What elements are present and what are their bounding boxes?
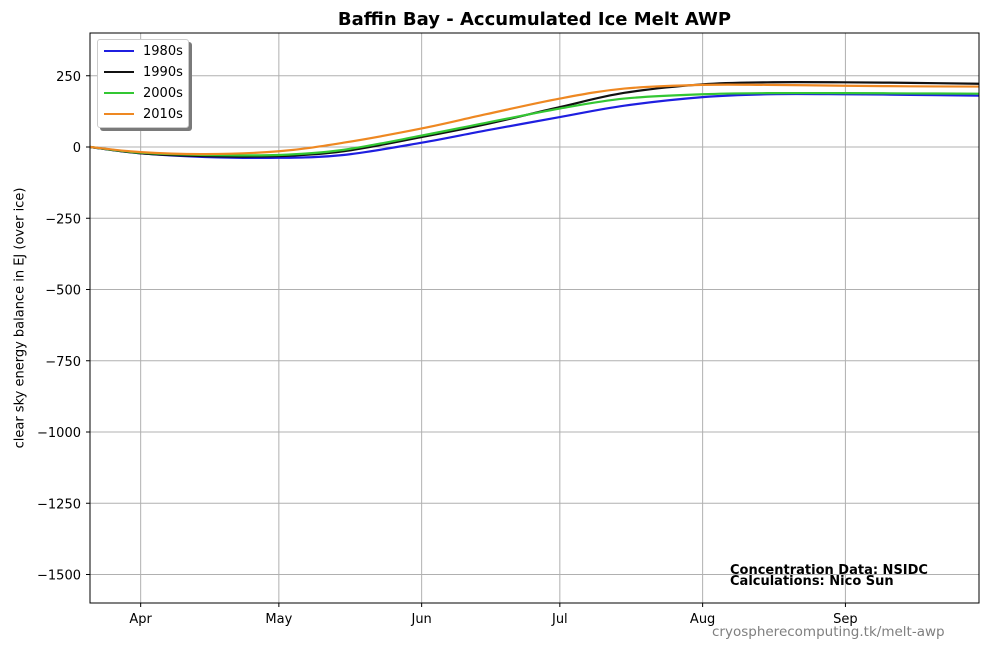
legend-item-2000s: 2000s — [104, 83, 183, 103]
series-line-2010s — [89, 83, 980, 156]
x-tick-label: Apr — [129, 612, 152, 627]
legend: 1980s 1990s 2000s 2010s — [97, 39, 189, 128]
legend-label: 2000s — [143, 85, 183, 101]
legend-swatch — [104, 92, 134, 94]
legend-label: 1990s — [143, 64, 183, 80]
y-tick-label: −1500 — [37, 569, 81, 584]
annotation-data-source: Concentration Data: NSIDC — [730, 563, 928, 578]
legend-swatch — [104, 50, 134, 52]
chart-title: Baffin Bay - Accumulated Ice Melt AWP — [337, 9, 732, 30]
y-tick-label: 250 — [56, 70, 81, 85]
y-tick-label: 0 — [73, 141, 81, 156]
x-tick-label: May — [265, 612, 292, 627]
legend-swatch — [104, 113, 134, 115]
legend-item-1980s: 1980s — [104, 41, 183, 61]
annotation-credit-url: cryospherecomputing.tk/melt-awp — [712, 624, 945, 640]
y-tick-label: −1250 — [37, 497, 81, 512]
x-tick-label: Jun — [410, 612, 431, 627]
y-axis-label: clear sky energy balance in EJ (over ice… — [12, 187, 28, 449]
annotation-calculations: Calculations: Nico Sun — [730, 574, 894, 589]
legend-label: 2010s — [143, 106, 183, 122]
legend-item-2010s: 2010s — [104, 104, 183, 124]
y-tick-label: −1000 — [37, 426, 81, 441]
x-tick-label: Sep — [833, 612, 858, 627]
legend-swatch — [104, 71, 134, 73]
y-tick-label: −750 — [45, 355, 81, 370]
y-tick-label: −250 — [45, 212, 81, 227]
legend-item-1990s: 1990s — [104, 62, 183, 82]
x-tick-label: Jul — [551, 612, 568, 627]
plot-frame — [89, 32, 980, 604]
x-tick-label: Aug — [690, 612, 715, 627]
series-line-2000s — [89, 91, 980, 157]
y-tick-label: −500 — [45, 284, 81, 299]
legend-label: 1980s — [143, 43, 183, 59]
